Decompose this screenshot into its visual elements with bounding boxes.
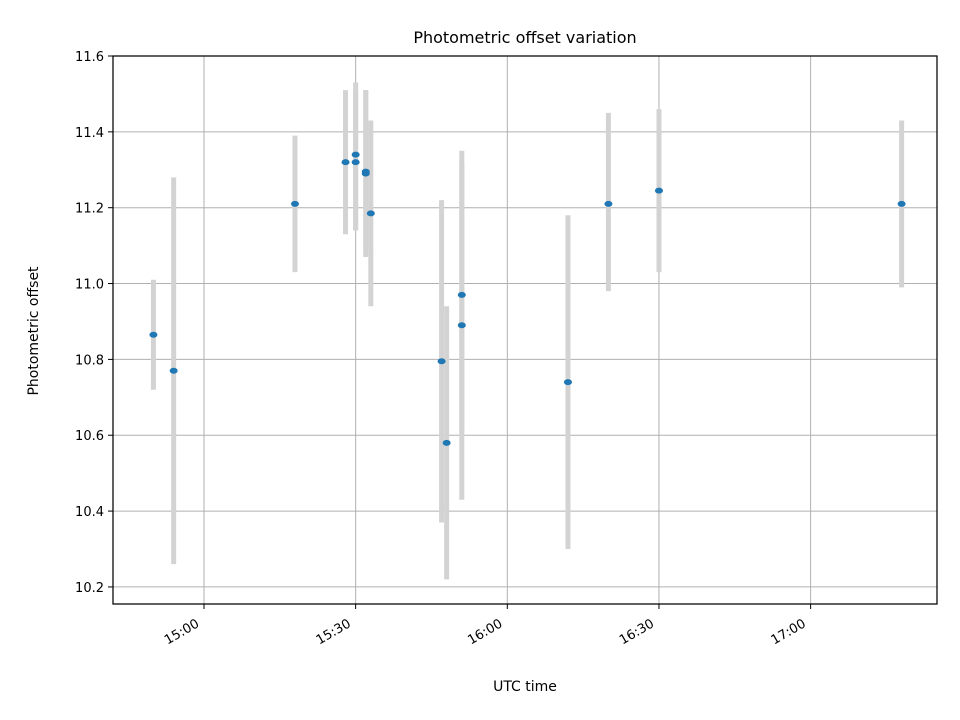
y-tick-label: 10.2 [75,581,104,596]
chart-title: Photometric offset variation [413,28,636,47]
y-tick-label: 10.8 [75,353,104,368]
data-point [457,322,466,329]
data-point [897,200,906,207]
data-point [290,200,299,207]
data-point [149,331,158,338]
y-tick-label: 11.6 [75,50,104,65]
data-point [351,151,360,158]
y-tick-label: 10.4 [75,505,104,520]
data-point [563,379,572,386]
y-axis-ticks: 10.2 10.4 10.6 10.8 11.0 11.2 11.4 11.6 [75,50,113,596]
data-point [341,159,350,166]
data-point [361,170,370,177]
data-point [169,367,178,374]
data-point [351,159,360,166]
data-point [457,291,466,298]
y-tick-label: 11.2 [75,202,104,217]
data-point [654,187,663,194]
data-points [149,151,906,446]
data-point [437,358,446,365]
data-point [604,200,613,207]
y-tick-label: 11.0 [75,278,104,293]
plot-frame [112,55,938,605]
y-axis-label: Photometric offset [26,266,42,396]
x-axis-label: UTC time [493,679,557,695]
y-tick-label: 10.6 [75,429,104,444]
data-point [366,210,375,217]
data-point [442,439,451,446]
y-tick-label: 11.4 [75,126,104,141]
